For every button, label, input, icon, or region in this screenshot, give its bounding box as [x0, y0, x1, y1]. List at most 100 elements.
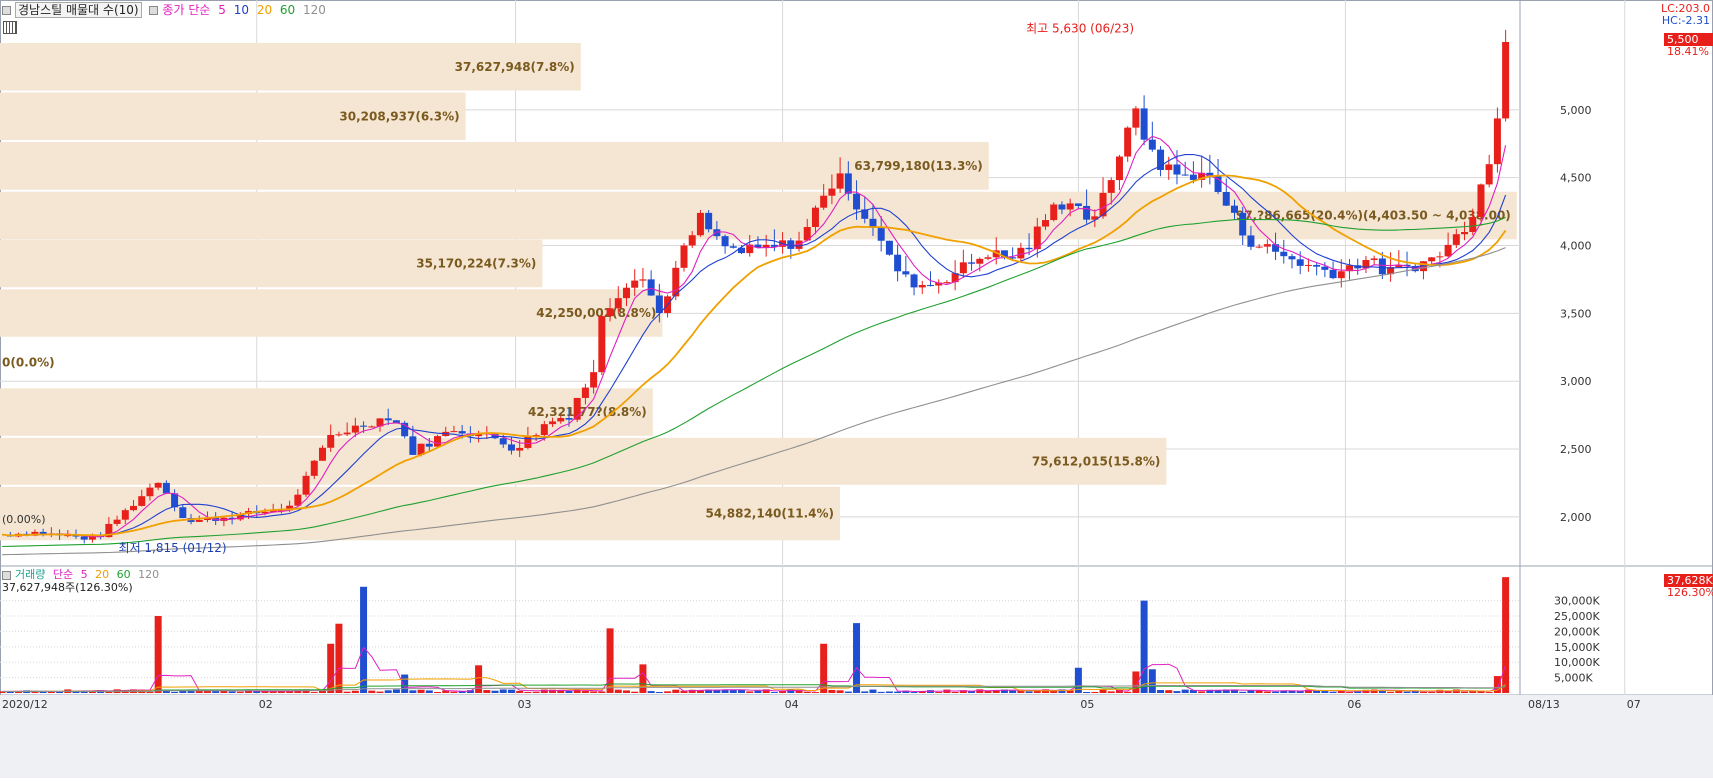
candle-body	[951, 273, 959, 283]
price-chart-header: 경남스틸 매물대 수(10) 종가 단순 5 10 20 60 120	[2, 2, 330, 18]
grid-table-icon[interactable]	[3, 21, 17, 34]
ma-60-label[interactable]: 60	[279, 3, 296, 17]
candle-body	[853, 193, 861, 210]
volume-tick-label: 30,000K	[1554, 595, 1600, 608]
volume-bar	[507, 689, 515, 693]
candle-body	[1000, 250, 1008, 258]
candle-body	[1280, 251, 1288, 257]
ma-toggle-icon[interactable]	[149, 6, 159, 15]
volume-bar	[631, 691, 639, 693]
last-price-pct: 18.41%	[1667, 45, 1709, 58]
chart-title[interactable]: 경남스틸 매물대 수(10)	[15, 2, 142, 18]
volume-bar	[39, 692, 47, 693]
candle-body	[1074, 203, 1082, 206]
volume-profile-label: 97,?86,665(20.4%)(4,403.50 ~ 4,038.00)	[1236, 209, 1511, 223]
candle-body	[598, 316, 606, 373]
volume-bar	[1009, 690, 1017, 693]
volume-bar	[212, 691, 220, 693]
volume-title[interactable]: 거래량	[15, 568, 46, 581]
candle-body	[631, 280, 639, 288]
candle-body	[392, 420, 400, 423]
candle-body	[622, 287, 630, 299]
candle-body	[310, 460, 318, 476]
candle-body	[1502, 41, 1510, 119]
volume-bar	[729, 689, 737, 693]
candle-body	[984, 257, 992, 259]
volume-bar	[47, 691, 55, 693]
volume-bar	[573, 689, 581, 693]
volume-bar	[738, 689, 746, 693]
candle-body	[647, 279, 655, 296]
vol-ma-120-label[interactable]: 120	[138, 568, 160, 581]
ma-20-label[interactable]: 20	[256, 3, 273, 17]
volume-bar	[664, 691, 672, 693]
ma-title[interactable]: 종가 단순	[162, 3, 211, 17]
candle-body	[1033, 226, 1041, 250]
volume-bar	[187, 690, 195, 693]
lc-tag: LC:203.0	[1660, 2, 1710, 15]
ma-10-label[interactable]: 10	[233, 3, 249, 17]
candle-body	[1214, 176, 1222, 192]
volume-bar	[1165, 690, 1173, 693]
volume-bar	[524, 691, 532, 693]
volume-bar	[1099, 689, 1107, 693]
candle-body	[1493, 118, 1501, 165]
volume-bar	[1033, 690, 1041, 693]
volume-bar	[1058, 689, 1066, 693]
candle-body	[1148, 139, 1156, 150]
candle-body	[1181, 174, 1189, 176]
volume-bar	[918, 691, 926, 693]
candle-body	[507, 444, 515, 451]
volume-bar	[1411, 690, 1419, 693]
volume-bar	[1157, 689, 1165, 693]
candle-body	[458, 431, 466, 434]
volume-bar	[680, 690, 688, 693]
volume-settings-icon[interactable]	[2, 570, 11, 580]
volume-bar	[557, 689, 565, 693]
candle-body	[885, 240, 893, 255]
volume-bar	[80, 691, 88, 693]
vol-ma-60-label[interactable]: 60	[116, 568, 131, 581]
candle-body	[1362, 259, 1370, 269]
candle-body	[491, 433, 499, 439]
candle-body	[113, 519, 121, 524]
vol-ma-5-label[interactable]: 5	[80, 568, 88, 581]
candle-body	[318, 447, 326, 461]
volume-bar	[1337, 690, 1345, 693]
volume-ma-title[interactable]: 단순	[52, 568, 74, 581]
volume-bar	[1280, 690, 1288, 693]
volume-bar	[885, 691, 893, 693]
candle-body	[1222, 191, 1230, 206]
candle-body	[130, 505, 138, 511]
volume-profile-bar	[0, 142, 989, 190]
candle-body	[918, 285, 926, 288]
vol-ma-20-label[interactable]: 20	[95, 568, 110, 581]
volume-bar	[1222, 689, 1230, 693]
price-tick-label: 2,000	[1560, 511, 1592, 524]
candle-body	[746, 244, 754, 254]
candle-body	[343, 432, 351, 435]
candle-body	[1058, 204, 1066, 210]
candle-body	[1346, 265, 1354, 272]
volume-bar	[1493, 676, 1501, 693]
candle-body	[828, 188, 836, 196]
ma-5-label[interactable]: 5	[218, 3, 226, 17]
candle-body	[1132, 108, 1140, 128]
volume-bar	[877, 691, 885, 693]
candle-body	[992, 250, 1000, 258]
volume-bar	[146, 691, 154, 693]
last-volume-tag: 37,628K	[1664, 574, 1713, 587]
x-tick-label: 04	[785, 698, 799, 711]
candle-body	[894, 254, 902, 272]
ma-120-label[interactable]: 120	[303, 3, 326, 17]
candle-body	[762, 244, 770, 248]
volume-bar	[992, 690, 1000, 693]
volume-bar	[598, 691, 606, 693]
volume-ma-60-line	[2, 683, 1506, 692]
settings-icon[interactable]	[2, 6, 11, 15]
volume-bar	[565, 691, 573, 693]
volume-bar	[1189, 690, 1197, 693]
volume-bar	[1214, 690, 1222, 693]
candle-body	[713, 229, 721, 237]
candle-body	[138, 496, 146, 506]
